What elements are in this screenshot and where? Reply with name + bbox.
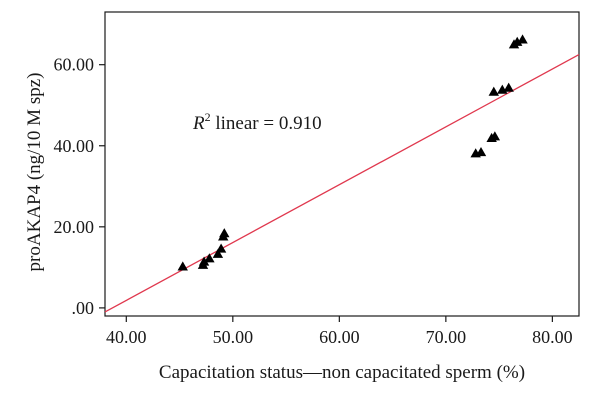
- data-point-triangle: [489, 131, 501, 141]
- y-tick-label: 40.00: [54, 136, 95, 156]
- x-axis: 40.00 50.00 60.00 70.00 80.00: [106, 316, 573, 347]
- fit-line-group: [104, 53, 580, 313]
- y-tick-label: .00: [72, 298, 95, 318]
- x-tick-label: 50.00: [213, 327, 254, 347]
- data-point-triangle: [517, 34, 528, 44]
- y-tick-label: 60.00: [54, 55, 95, 75]
- data-point-triangle: [198, 256, 210, 266]
- x-axis-title: Capacitation status—non capacitated sper…: [159, 362, 525, 383]
- data-point-triangle: [475, 147, 487, 157]
- r-exponent: 2: [205, 110, 211, 124]
- annotation-text: linear = 0.910: [211, 113, 322, 134]
- data-point-triangle: [177, 261, 188, 271]
- x-tick-label: 70.00: [426, 327, 467, 347]
- data-point-triangle: [215, 243, 227, 253]
- data-point-triangle: [212, 248, 224, 258]
- x-tick-label: 60.00: [319, 327, 360, 347]
- data-point-triangle: [503, 82, 514, 92]
- plot-border: [104, 11, 580, 317]
- y-axis-title: proAKAP4 (ng/10 M spz): [24, 73, 45, 272]
- data-point-triangle: [219, 228, 230, 238]
- regression-line: [104, 53, 580, 313]
- r-symbol: R: [192, 113, 205, 134]
- x-tick-label: 80.00: [532, 327, 573, 347]
- data-points: [177, 34, 528, 271]
- data-point-triangle: [512, 36, 523, 46]
- plot-frame: [104, 11, 580, 317]
- y-tick-label: 20.00: [54, 217, 95, 237]
- r-squared-annotation: R2 linear = 0.910: [192, 110, 322, 134]
- data-point-triangle: [204, 253, 215, 263]
- x-tick-label: 40.00: [106, 327, 147, 347]
- y-axis: .00 20.00 40.00 60.00: [54, 55, 105, 318]
- data-point-triangle: [488, 86, 499, 96]
